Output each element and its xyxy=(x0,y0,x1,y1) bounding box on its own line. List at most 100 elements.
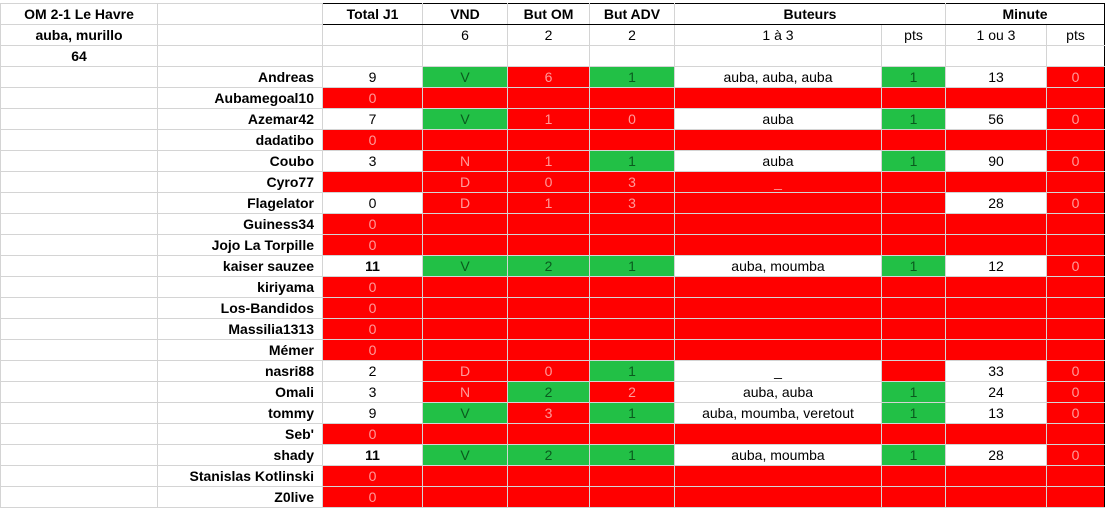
buteurs-pts-cell[interactable] xyxy=(881,234,946,256)
but-om-cell[interactable]: 2 xyxy=(507,444,590,466)
total-cell[interactable]: 11 xyxy=(322,444,423,466)
minute-pts-cell[interactable] xyxy=(1046,171,1105,193)
but-adv-cell[interactable] xyxy=(589,87,675,109)
total-cell[interactable]: 0 xyxy=(322,213,423,235)
subheader-but-adv-pts[interactable]: 2 xyxy=(589,24,675,46)
but-om-cell[interactable] xyxy=(507,297,590,319)
but-om-cell[interactable] xyxy=(507,339,590,361)
buteurs-pts-cell[interactable]: 1 xyxy=(881,402,946,424)
minute-cell[interactable] xyxy=(945,465,1047,487)
player-name[interactable]: shady xyxy=(157,444,323,466)
player-name[interactable]: kiriyama xyxy=(157,276,323,298)
minute-pts-cell[interactable] xyxy=(1046,213,1105,235)
buteurs-cell[interactable]: auba xyxy=(674,108,882,130)
total-cell[interactable]: 0 xyxy=(322,423,423,445)
minute-cell[interactable]: 90 xyxy=(945,150,1047,172)
subheader-but-om-pts[interactable]: 2 xyxy=(507,24,590,46)
minute-cell[interactable] xyxy=(945,423,1047,445)
but-om-cell[interactable] xyxy=(507,465,590,487)
player-name[interactable]: Flagelator xyxy=(157,192,323,214)
empty-cell[interactable] xyxy=(945,45,1047,67)
buteurs-pts-cell[interactable] xyxy=(881,297,946,319)
minute-pts-cell[interactable] xyxy=(1046,234,1105,256)
empty-cell[interactable] xyxy=(0,171,158,193)
empty-cell[interactable] xyxy=(0,423,158,445)
vnd-cell[interactable]: D xyxy=(422,171,508,193)
player-name[interactable]: tommy xyxy=(157,402,323,424)
minute-cell[interactable] xyxy=(945,87,1047,109)
but-adv-cell[interactable]: 2 xyxy=(589,381,675,403)
but-om-cell[interactable]: 3 xyxy=(507,402,590,424)
buteurs-cell[interactable] xyxy=(674,486,882,508)
vnd-cell[interactable]: N xyxy=(422,150,508,172)
minute-cell[interactable]: 13 xyxy=(945,402,1047,424)
minute-cell[interactable] xyxy=(945,171,1047,193)
minute-pts-cell[interactable] xyxy=(1046,486,1105,508)
minute-cell[interactable]: 13 xyxy=(945,66,1047,88)
minute-pts-cell[interactable] xyxy=(1046,465,1105,487)
vnd-cell[interactable] xyxy=(422,129,508,151)
but-om-cell[interactable]: 0 xyxy=(507,171,590,193)
minute-cell[interactable]: 28 xyxy=(945,444,1047,466)
match-minute[interactable]: 64 xyxy=(0,45,158,67)
player-name[interactable]: dadatibo xyxy=(157,129,323,151)
subheader-buteurs-range[interactable]: 1 à 3 xyxy=(674,24,882,46)
total-cell[interactable]: 7 xyxy=(322,108,423,130)
vnd-cell[interactable] xyxy=(422,87,508,109)
total-cell[interactable]: 2 xyxy=(322,360,423,382)
but-adv-cell[interactable] xyxy=(589,486,675,508)
buteurs-cell[interactable] xyxy=(674,339,882,361)
player-name[interactable]: Aubamegoal10 xyxy=(157,87,323,109)
minute-pts-cell[interactable] xyxy=(1046,276,1105,298)
but-adv-cell[interactable]: 1 xyxy=(589,360,675,382)
player-name[interactable]: Coubo xyxy=(157,150,323,172)
header-buteurs[interactable]: Buteurs xyxy=(674,3,946,25)
buteurs-cell[interactable] xyxy=(674,276,882,298)
minute-cell[interactable] xyxy=(945,129,1047,151)
empty-cell[interactable] xyxy=(0,444,158,466)
total-cell[interactable]: 0 xyxy=(322,486,423,508)
empty-cell[interactable] xyxy=(0,192,158,214)
but-om-cell[interactable] xyxy=(507,423,590,445)
but-om-cell[interactable] xyxy=(507,276,590,298)
but-adv-cell[interactable] xyxy=(589,339,675,361)
but-om-cell[interactable]: 2 xyxy=(507,381,590,403)
minute-cell[interactable]: 12 xyxy=(945,255,1047,277)
buteurs-pts-cell[interactable]: 1 xyxy=(881,108,946,130)
empty-cell[interactable] xyxy=(157,3,323,25)
vnd-cell[interactable] xyxy=(422,339,508,361)
buteurs-pts-cell[interactable] xyxy=(881,318,946,340)
buteurs-pts-cell[interactable]: 1 xyxy=(881,444,946,466)
but-om-cell[interactable]: 1 xyxy=(507,108,590,130)
buteurs-cell[interactable] xyxy=(674,87,882,109)
header-vnd[interactable]: VND xyxy=(422,3,508,25)
but-adv-cell[interactable] xyxy=(589,276,675,298)
empty-cell[interactable] xyxy=(0,108,158,130)
minute-pts-cell[interactable]: 0 xyxy=(1046,402,1105,424)
but-adv-cell[interactable]: 1 xyxy=(589,255,675,277)
but-om-cell[interactable]: 0 xyxy=(507,360,590,382)
vnd-cell[interactable] xyxy=(422,486,508,508)
empty-cell[interactable] xyxy=(157,45,323,67)
buteurs-pts-cell[interactable]: 1 xyxy=(881,150,946,172)
match-scorers[interactable]: auba, murillo xyxy=(0,24,158,46)
vnd-cell[interactable]: N xyxy=(422,381,508,403)
minute-pts-cell[interactable] xyxy=(1046,297,1105,319)
total-cell[interactable] xyxy=(322,171,423,193)
but-adv-cell[interactable]: 3 xyxy=(589,171,675,193)
empty-cell[interactable] xyxy=(422,45,508,67)
buteurs-cell[interactable] xyxy=(674,234,882,256)
minute-pts-cell[interactable]: 0 xyxy=(1046,192,1105,214)
vnd-cell[interactable]: V xyxy=(422,66,508,88)
empty-cell[interactable] xyxy=(0,276,158,298)
empty-cell[interactable] xyxy=(0,87,158,109)
buteurs-pts-cell[interactable]: 1 xyxy=(881,66,946,88)
but-adv-cell[interactable]: 1 xyxy=(589,66,675,88)
minute-cell[interactable] xyxy=(945,213,1047,235)
buteurs-cell[interactable] xyxy=(674,213,882,235)
buteurs-cell[interactable] xyxy=(674,423,882,445)
but-adv-cell[interactable] xyxy=(589,465,675,487)
buteurs-cell[interactable]: _ xyxy=(674,360,882,382)
minute-cell[interactable] xyxy=(945,339,1047,361)
minute-cell[interactable] xyxy=(945,318,1047,340)
